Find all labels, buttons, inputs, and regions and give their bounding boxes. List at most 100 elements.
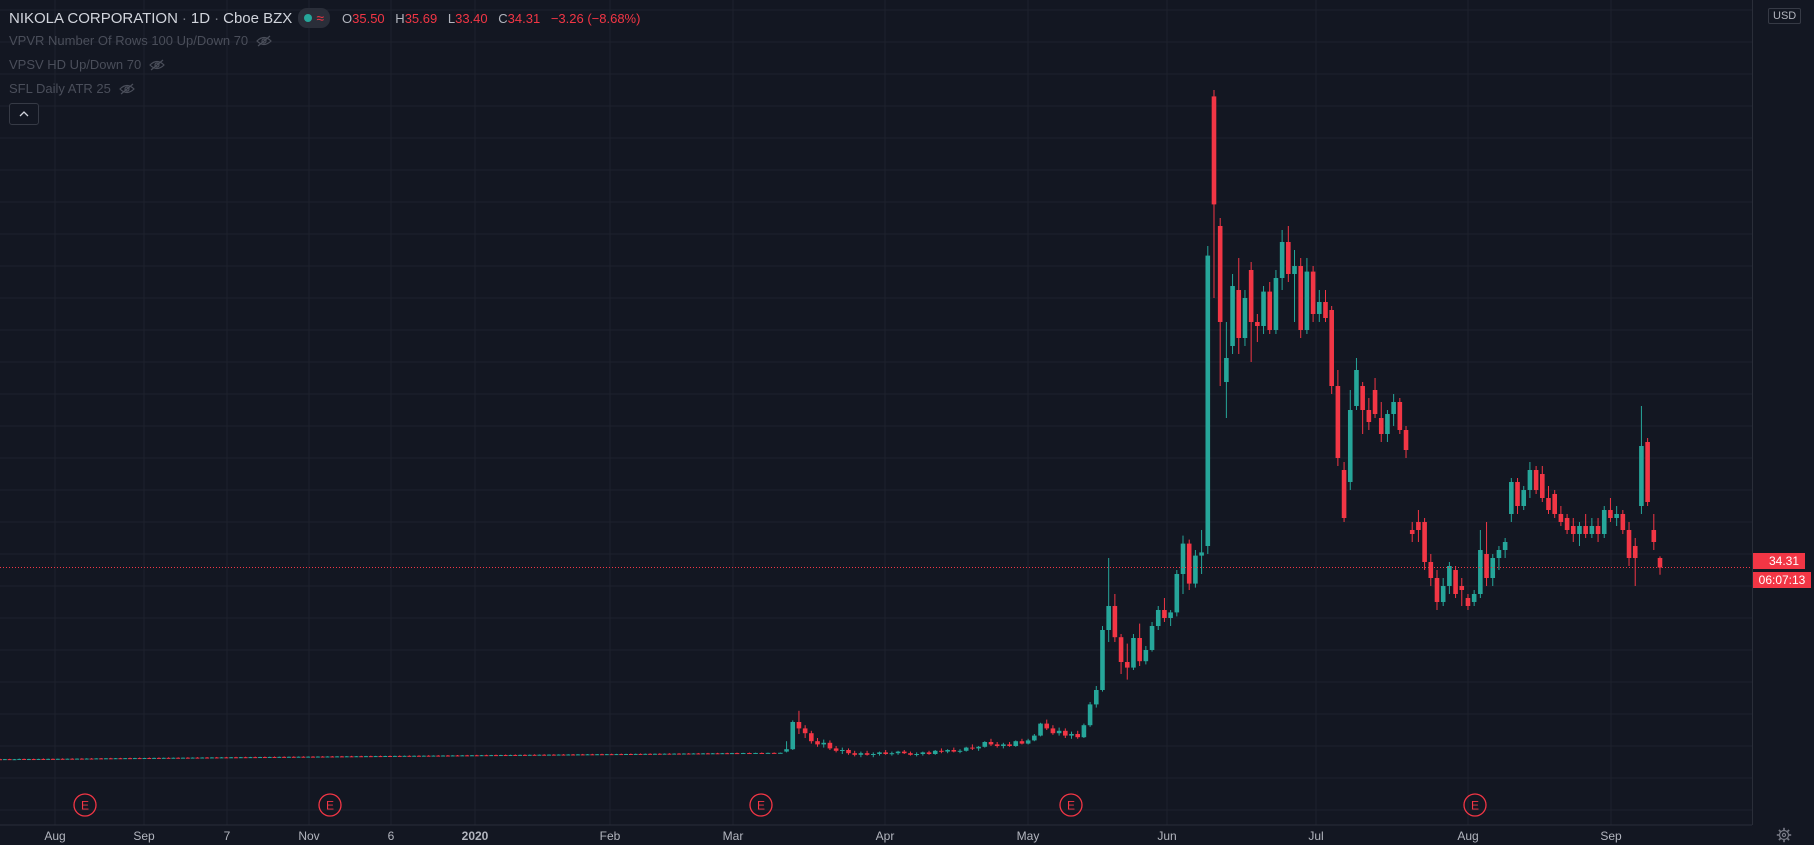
study-vpvr[interactable]: VPVR Number Of Rows 100 Up/Down 70 — [9, 33, 273, 48]
candle — [1601, 506, 1607, 538]
high-value: 35.69 — [404, 10, 438, 26]
candle-body — [1502, 542, 1508, 550]
earnings-marker[interactable]: E — [749, 793, 773, 817]
earnings-marker-label: E — [1471, 799, 1479, 813]
eye-crossed-icon[interactable] — [149, 59, 166, 71]
earnings-marker[interactable]: E — [73, 793, 97, 817]
candle-body — [932, 750, 938, 754]
candle-body — [846, 750, 851, 754]
earnings-marker[interactable]: E — [1463, 793, 1487, 817]
candle-body — [1608, 510, 1613, 518]
market-status-badge[interactable]: ≈ — [298, 8, 330, 28]
candle — [55, 758, 60, 760]
earnings-marker-label: E — [81, 799, 89, 813]
candle-body — [833, 748, 839, 751]
candle — [1645, 438, 1650, 506]
candle-body — [70, 758, 75, 760]
candle — [412, 755, 417, 757]
candle — [895, 750, 901, 755]
candle — [1063, 728, 1068, 738]
candle — [190, 757, 195, 759]
earnings-marker[interactable]: E — [318, 793, 342, 817]
candle — [1261, 286, 1266, 334]
candle-body — [1075, 734, 1081, 738]
candle — [359, 755, 364, 758]
candle-body — [55, 758, 60, 760]
gear-icon[interactable] — [1776, 827, 1792, 843]
candle-body — [648, 753, 653, 755]
study-atr[interactable]: SFL Daily ATR 25 — [9, 81, 135, 96]
candle — [161, 757, 166, 759]
candle — [1527, 462, 1533, 498]
candle — [1416, 510, 1421, 542]
time-tick-label: 6 — [388, 829, 395, 843]
candle — [1038, 722, 1043, 737]
candle — [1025, 738, 1031, 745]
candle-body — [852, 753, 857, 755]
eye-crossed-icon[interactable] — [119, 83, 135, 95]
candle-body — [957, 750, 963, 752]
symbol-name[interactable]: NIKOLA CORPORATION — [9, 9, 178, 27]
candle-body — [827, 742, 833, 749]
candle — [1478, 530, 1483, 598]
interval-label[interactable]: 1D — [190, 9, 211, 27]
high-label: H — [395, 10, 405, 26]
candle-body — [1248, 270, 1254, 322]
candle — [431, 755, 436, 757]
candle-body — [1533, 470, 1539, 490]
candle-body — [436, 755, 441, 757]
candle-body — [1465, 598, 1471, 606]
candle — [686, 753, 691, 755]
candle-body — [1081, 725, 1087, 738]
candle-body — [1409, 530, 1415, 534]
candle — [1044, 719, 1050, 730]
candle-body — [1335, 386, 1341, 458]
candle-body — [1236, 290, 1242, 338]
candle-body — [1025, 740, 1031, 744]
candle — [508, 754, 513, 756]
study-vpsv[interactable]: VPSV HD Up/Down 70 — [9, 57, 166, 72]
candle-body — [1372, 390, 1378, 414]
candle — [373, 755, 378, 758]
earnings-marker[interactable]: E — [1059, 793, 1083, 817]
candle-body — [156, 757, 161, 759]
candle — [383, 755, 388, 757]
candle-body — [1378, 418, 1384, 434]
collapse-studies-button[interactable] — [9, 103, 39, 125]
candle-body — [720, 753, 725, 755]
price-scale[interactable] — [1752, 0, 1814, 825]
candle — [315, 756, 320, 758]
candle — [296, 756, 301, 758]
currency-label[interactable]: USD — [1768, 8, 1802, 24]
grid — [0, 0, 1752, 825]
candle-body — [219, 757, 224, 759]
candle — [740, 752, 746, 755]
candle — [301, 756, 306, 758]
candle — [46, 758, 51, 760]
candle — [1155, 606, 1161, 630]
candle — [7, 758, 12, 761]
candle — [1564, 514, 1570, 534]
earnings-marker-circle — [73, 793, 97, 817]
candle-body — [901, 751, 907, 754]
candle-body — [272, 756, 277, 758]
candle — [421, 755, 426, 757]
candle-body — [1645, 442, 1650, 502]
candle-body — [460, 755, 465, 757]
eye-crossed-icon[interactable] — [256, 35, 273, 47]
time-tick-label: Sep — [133, 829, 155, 843]
candle-body — [99, 758, 104, 760]
candle — [864, 750, 870, 756]
candle-body — [1453, 570, 1458, 594]
candle — [436, 755, 441, 757]
candle-body — [1242, 298, 1248, 338]
candle-body — [1230, 286, 1235, 346]
candle — [1013, 740, 1019, 747]
candle — [1273, 270, 1279, 334]
candle — [1540, 466, 1545, 502]
candle — [214, 756, 219, 759]
candle — [1093, 686, 1099, 708]
candle — [368, 755, 373, 758]
